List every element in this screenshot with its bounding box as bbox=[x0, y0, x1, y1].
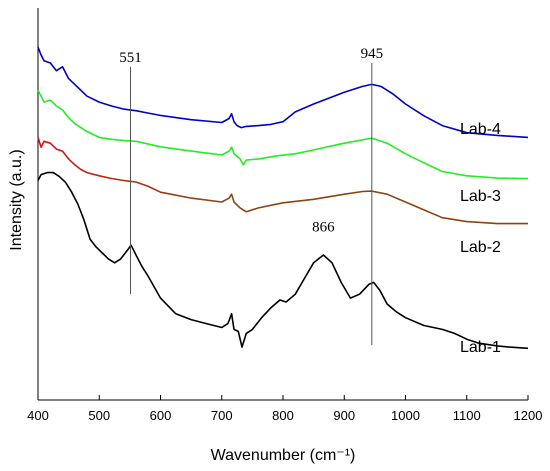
series-line-lab-1 bbox=[37, 171, 529, 350]
series-layer bbox=[37, 46, 529, 350]
series-label-lab-2: Lab-2 bbox=[460, 239, 501, 256]
reference-label-945: 945 bbox=[361, 46, 384, 62]
peak-annotation-866: 866 bbox=[312, 219, 335, 235]
x-tick-label: 400 bbox=[27, 408, 49, 423]
series-line-lab-4 bbox=[37, 46, 529, 139]
x-tick-label: 1200 bbox=[514, 408, 543, 423]
x-tick-label: 900 bbox=[333, 408, 355, 423]
series-line-lab-2 bbox=[37, 137, 528, 225]
series-label-lab-3: Lab-3 bbox=[460, 188, 501, 205]
series-label-lab-4: Lab-4 bbox=[460, 121, 501, 138]
x-tick-label: 800 bbox=[272, 408, 294, 423]
series-line-lab-3 bbox=[37, 89, 529, 180]
y-axis-title: Intensity (a.u.) bbox=[8, 149, 25, 250]
x-tick-label: 700 bbox=[211, 408, 233, 423]
reference-label-551: 551 bbox=[119, 50, 142, 66]
series-label-lab-1: Lab-1 bbox=[460, 339, 501, 356]
x-tick-label: 500 bbox=[88, 408, 110, 423]
x-tick-label: 1000 bbox=[391, 408, 420, 423]
x-axis-title: Wavenumber (cm⁻¹) bbox=[211, 447, 356, 464]
x-tick-label: 1100 bbox=[453, 408, 481, 423]
reference-lines: 551 945 bbox=[119, 46, 384, 346]
labels-layer: 866 Lab-4 Lab-3 Lab-2 Lab-1 bbox=[312, 121, 501, 356]
x-tick-label: 600 bbox=[150, 408, 172, 423]
axes: 400 500 600 700 800 900 1000 1100 1200 bbox=[27, 8, 542, 423]
